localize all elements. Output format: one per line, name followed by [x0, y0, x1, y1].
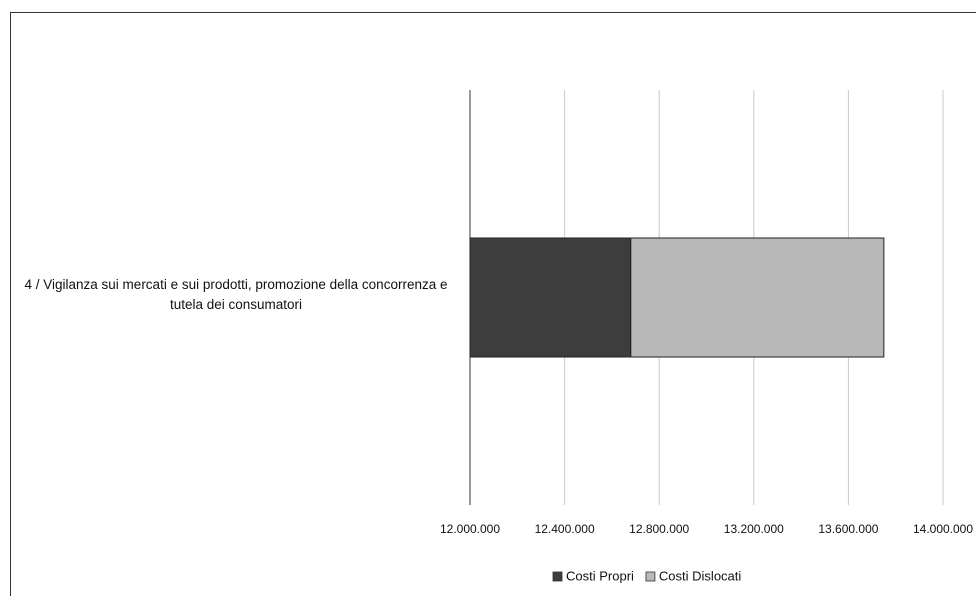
- category-label: 4 / Vigilanza sui mercati e sui prodotti…: [24, 277, 448, 312]
- x-tick-label: 12.800.000: [629, 522, 689, 536]
- x-tick-label: 13.600.000: [818, 522, 878, 536]
- bar-segment: [469, 237, 632, 358]
- legend-label: Costi Propri: [566, 568, 634, 583]
- x-tick-label: 12.000.000: [440, 522, 500, 536]
- legend-label: Costi Dislocati: [659, 568, 741, 583]
- chart-frame: [10, 12, 976, 596]
- x-tick-label: 14.000.000: [913, 522, 973, 536]
- legend-swatch: [645, 571, 656, 582]
- x-tick-label: 12.400.000: [535, 522, 595, 536]
- x-tick-label: 13.200.000: [724, 522, 784, 536]
- legend-swatch: [552, 571, 563, 582]
- bar-segment: [630, 237, 885, 358]
